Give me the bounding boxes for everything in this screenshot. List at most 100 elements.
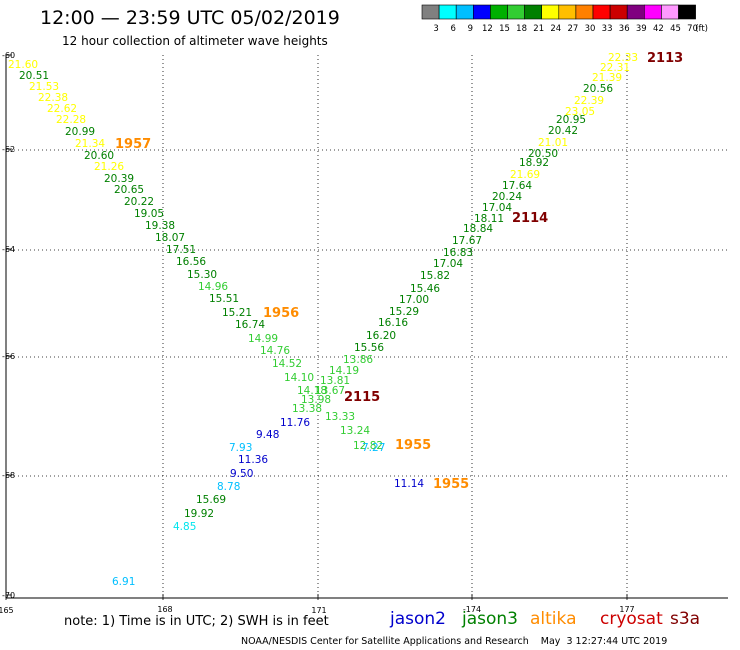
wave-height-value: 15.30 — [187, 269, 217, 281]
wave-height-value: 8.78 — [217, 481, 240, 493]
wave-height-value: 21.26 — [94, 161, 124, 173]
wave-height-value: 17.04 — [433, 258, 463, 270]
pass-id-label: 2113 — [647, 51, 683, 66]
wave-height-value: 13.38 — [292, 403, 322, 415]
wave-height-value: 20.50 — [528, 148, 558, 160]
latitude-tick-label: -66 — [2, 352, 15, 361]
colorbar-swatch — [507, 4, 525, 20]
colorbar-label: 42 — [653, 24, 664, 34]
satellite-legend-entry: jason2 — [389, 609, 446, 629]
wave-height-value: 18.11 — [474, 213, 504, 225]
longitude-tick-label: -174 — [463, 605, 481, 614]
colorbar-swatch — [421, 4, 440, 20]
satellite-legend-entry: jason3 — [461, 609, 518, 629]
satellite-legend-entry: s3a — [670, 609, 700, 629]
pass-id-label: 1956 — [263, 306, 299, 321]
wave-height-value: 22.33 — [608, 52, 638, 64]
latitude-tick-label: -70 — [2, 591, 15, 600]
colorbar-swatch — [609, 4, 628, 20]
wave-height-value: 20.60 — [84, 150, 114, 162]
colorbar-label: 27 — [567, 24, 578, 34]
colorbar-swatch — [524, 4, 542, 20]
wave-height-observations: 21.6020.5121.5322.3822.6222.2820.9921.34… — [8, 52, 638, 588]
satellite-legend-entry: cryosat — [600, 609, 663, 629]
map-title: 12:00 — 23:59 UTC 05/02/2019 — [40, 7, 340, 29]
colorbar-swatch — [541, 4, 560, 20]
wave-height-value: 21.01 — [538, 137, 568, 149]
wave-height-value: 17.67 — [452, 235, 482, 247]
colorbar-label: 21 — [533, 24, 544, 34]
wave-height-value: 21.34 — [75, 138, 105, 150]
wave-height-value: 21.53 — [29, 81, 59, 93]
colorbar-swatch — [472, 4, 491, 20]
wave-height-value: 13.67 — [315, 385, 345, 397]
pass-id-label: 2114 — [512, 211, 548, 226]
graticule — [6, 55, 728, 598]
pass-id-label: 1955 — [395, 438, 431, 453]
colorbar-label: 45 — [670, 24, 681, 34]
wave-height-value: 11.36 — [238, 454, 268, 466]
wave-height-value: 22.39 — [574, 95, 604, 107]
wave-height-value: 13.98 — [301, 394, 331, 406]
colorbar-label: (ft) — [695, 24, 708, 34]
wave-height-value: 15.82 — [420, 270, 450, 282]
wave-height-value: 22.28 — [56, 114, 86, 126]
wave-height-value: 20.22 — [124, 196, 154, 208]
wave-height-value: 6.91 — [112, 576, 135, 588]
wave-height-value: 16.74 — [235, 319, 265, 331]
colorbar-swatch — [643, 4, 662, 20]
wave-height-value: 15.21 — [222, 307, 252, 319]
wave-height-value: 15.29 — [389, 306, 419, 318]
wave-height-value: 9.50 — [230, 468, 253, 480]
wave-height-value: 14.76 — [260, 345, 290, 357]
wave-height-value: 14.52 — [272, 358, 302, 370]
colorbar-label: 6 — [450, 24, 455, 34]
tick-labels: 165 168 171 -174 177 -60 -62 -64 -66 -68 -70 — [0, 51, 635, 615]
colorbar-swatch — [438, 4, 457, 20]
wave-height-value: 13.24 — [340, 425, 370, 437]
latitude-tick-label: -64 — [2, 245, 15, 254]
plot-frame — [5, 55, 728, 599]
wave-height-value: 12.82 — [353, 440, 383, 452]
colorbar-label: 15 — [499, 24, 510, 34]
colorbar-label: 70 — [687, 24, 698, 34]
colorbar-swatch — [575, 4, 594, 20]
wave-height-value: 14.96 — [198, 281, 228, 293]
wave-height-value: 20.51 — [19, 70, 49, 82]
wave-height-value: 15.46 — [410, 283, 440, 295]
wave-height-value: 21.60 — [8, 59, 38, 71]
wave-height-value: 4.85 — [173, 521, 196, 533]
wave-height-value: 14.19 — [329, 365, 359, 377]
wave-height-value: 19.92 — [184, 508, 214, 520]
wave-height-value: 20.24 — [492, 191, 522, 203]
wave-height-value: 15.69 — [196, 494, 226, 506]
wave-height-value: 20.42 — [548, 125, 578, 137]
colorbar-label: 9 — [468, 24, 473, 34]
wave-height-value: 13.86 — [343, 354, 373, 366]
wave-height-value: 22.38 — [38, 92, 68, 104]
wave-height-value: 17.64 — [502, 180, 532, 192]
pass-ids: 1957 1956 2115 1955 1955 2113 2114 — [115, 51, 683, 492]
wave-height-value: 14.18 — [297, 385, 327, 397]
wave-height-value: 17.00 — [399, 294, 429, 306]
colorbar-swatch — [678, 4, 696, 20]
footer-credit: NOAA/NESDIS Center for Satellite Applica… — [241, 636, 667, 647]
wave-height-value: 20.95 — [556, 114, 586, 126]
map-subtitle: 12 hour collection of altimeter wave hei… — [62, 34, 328, 48]
wave-height-value: 7.27 — [362, 442, 385, 454]
colorbar-label: 39 — [636, 24, 647, 34]
longitude-tick-label: 165 — [0, 606, 14, 615]
colorbar-label: 18 — [516, 24, 527, 34]
colorbar-label: 30 — [585, 24, 596, 34]
wave-height-value: 11.76 — [280, 417, 310, 429]
latitude-tick-label: -68 — [2, 471, 15, 480]
wave-height-value: 19.38 — [145, 220, 175, 232]
colorbar-label: 12 — [482, 24, 493, 34]
colorbar-swatch — [490, 4, 508, 20]
wave-height-value: 20.65 — [114, 184, 144, 196]
wave-height-value: 16.16 — [378, 317, 408, 329]
wave-height-value: 23.05 — [565, 106, 595, 118]
wave-height-value: 18.84 — [463, 223, 493, 235]
satellite-legend: jason2 jason3 altika cryosat s3a — [389, 609, 700, 629]
longitude-tick-label: 177 — [619, 605, 634, 614]
